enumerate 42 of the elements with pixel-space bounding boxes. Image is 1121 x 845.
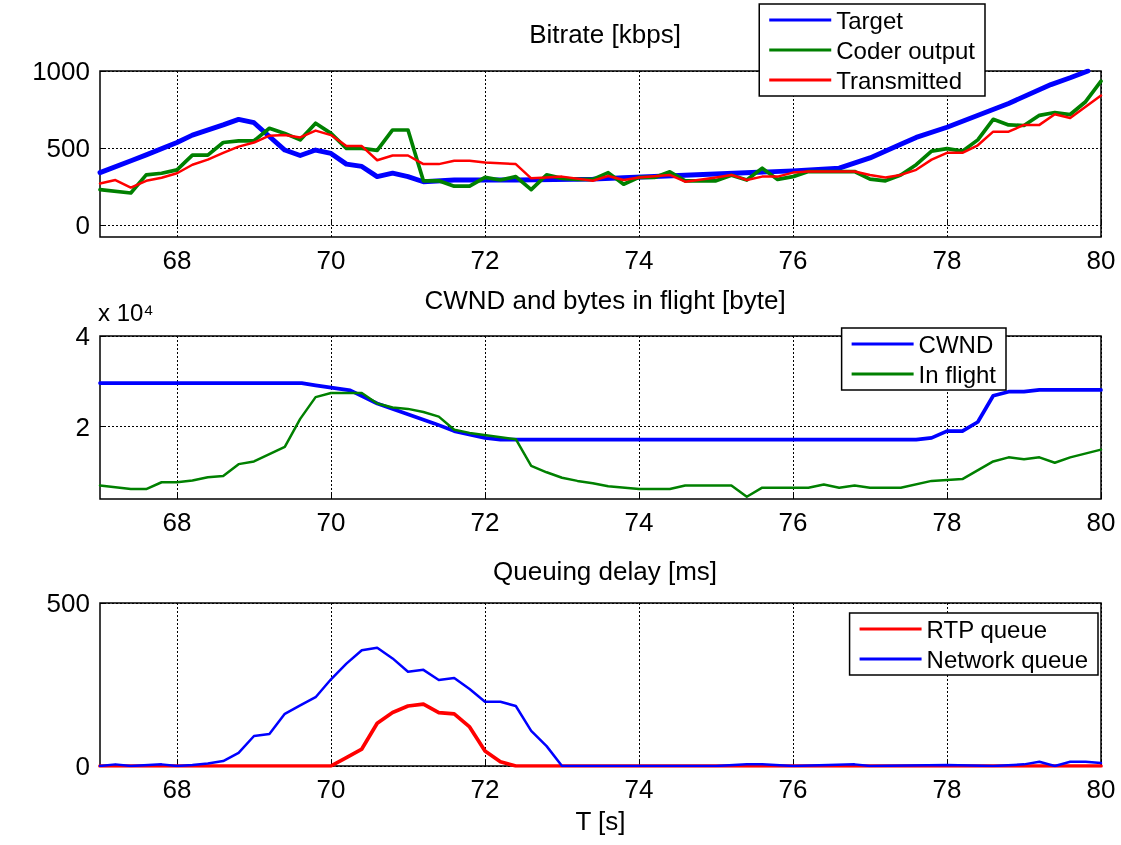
x-tick-label: 70 [316,507,346,537]
x-tick-label: 80 [1086,507,1116,537]
x-tick-label: 72 [470,245,500,275]
x-tick-label: 68 [162,774,192,804]
x-tick-label: 74 [624,245,654,275]
x-tick-label: 78 [932,245,962,275]
legend-label: Target [836,6,904,34]
x-tick-label: 80 [1086,774,1116,804]
y-tick-label: 500 [46,588,90,618]
x-tick-label: 74 [624,507,654,537]
y-tick-label: 1000 [32,56,90,86]
line-series [98,391,1103,498]
x-tick-label: 68 [162,245,192,275]
chart-title: Bitrate [kbps] [529,19,681,49]
legend-label: In flight [918,360,997,388]
x-tick-label: 78 [932,774,962,804]
x-axis-title: T [s] [575,806,626,836]
x-tick-label: 70 [316,245,346,275]
legend-label: Coder output [836,36,976,64]
legend-label: CWND [918,330,994,358]
text: x 10⁴ [98,298,154,326]
legend-label: Network queue [926,645,1089,673]
x-tick-label: 70 [316,774,346,804]
x-tick-label: 80 [1086,245,1116,275]
legend-label: Transmitted [836,66,963,94]
x-tick-label: 68 [162,507,192,537]
y-tick-label: 0 [75,210,90,241]
chart-title: CWND and bytes in flight [byte] [424,285,786,315]
y-tick-label: 2 [75,411,90,442]
y-tick-label: 4 [75,321,90,351]
y-tick-label: 500 [46,133,90,164]
x-tick-label: 76 [778,507,808,537]
x-tick-label: 74 [624,774,654,804]
legend-label: RTP queue [926,615,1048,643]
line-series [98,94,1103,189]
y-tick-label: 0 [75,751,90,781]
x-tick-label: 72 [470,507,500,537]
chart-title: Queuing delay [ms] [492,556,718,586]
x-tick-label: 78 [932,507,962,537]
x-tick-label: 76 [778,774,808,804]
x-tick-label: 76 [778,245,808,275]
x-tick-label: 72 [470,774,500,804]
